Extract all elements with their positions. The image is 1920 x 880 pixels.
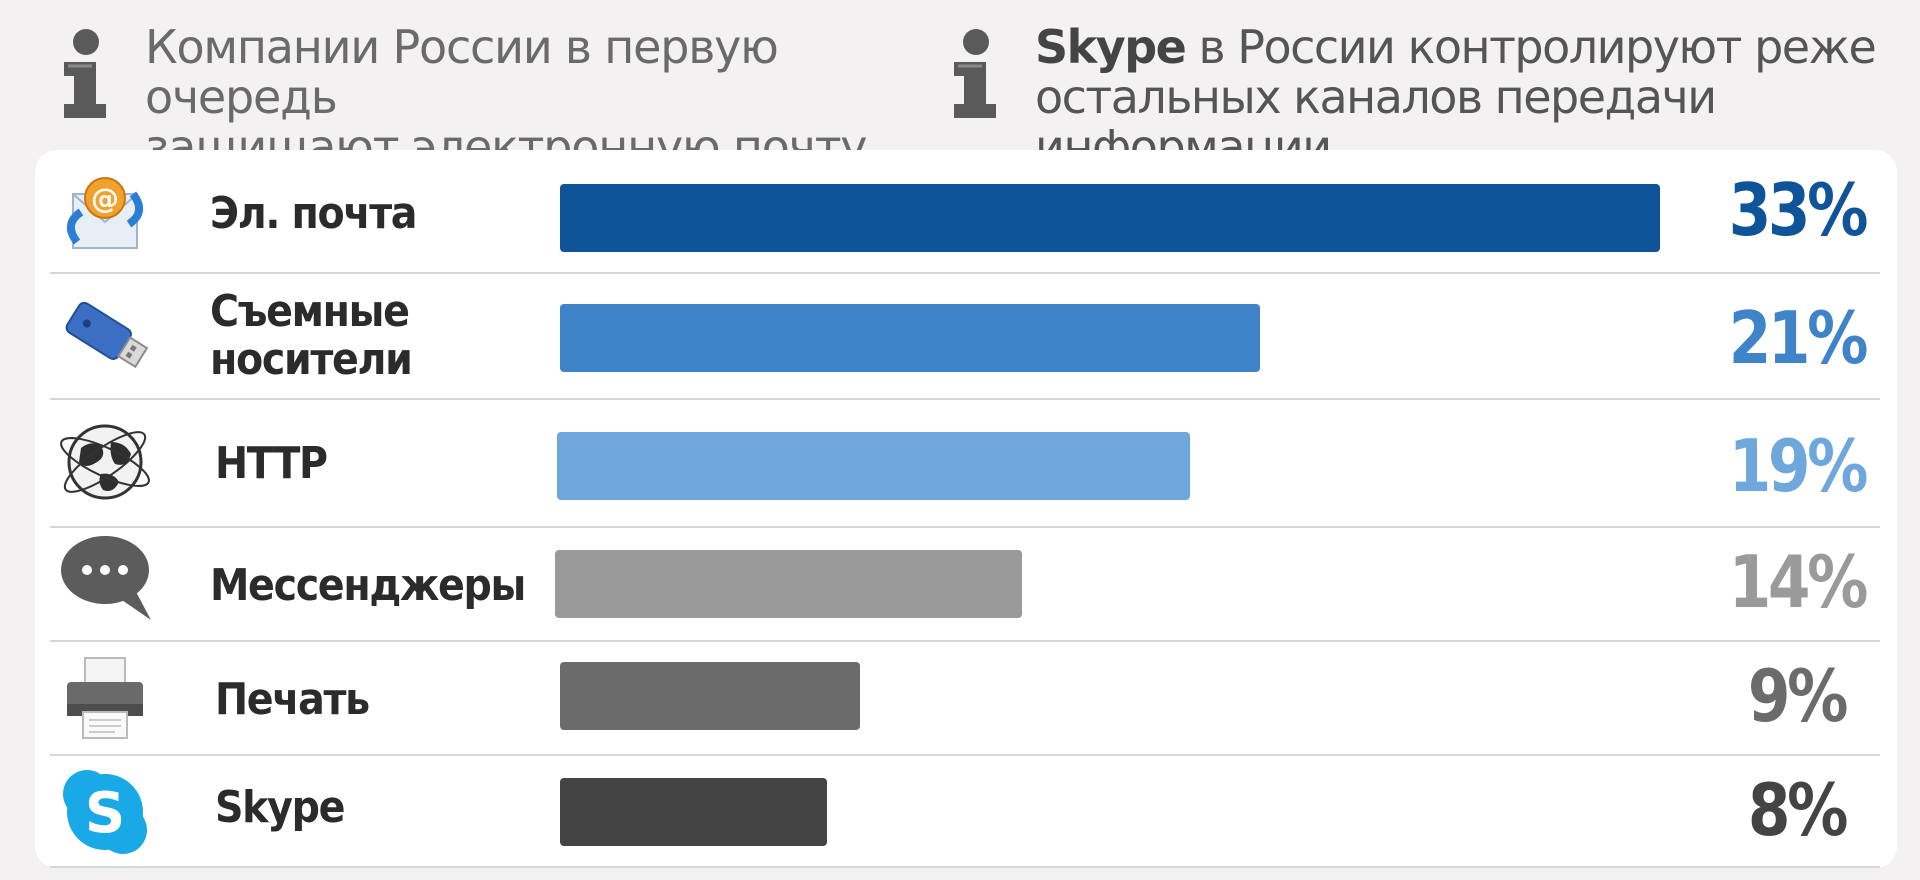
pct-label-removable-media: 21% bbox=[1728, 296, 1869, 380]
bar-track bbox=[560, 778, 1690, 848]
bar-track bbox=[557, 432, 1687, 502]
chart-row-removable-media: Съемные носители 21% bbox=[35, 274, 1875, 398]
bar-http bbox=[557, 432, 1190, 500]
usb-drive-icon bbox=[65, 301, 149, 369]
chat-bubble-icon bbox=[61, 536, 151, 620]
pct-label-http: 19% bbox=[1728, 424, 1869, 508]
info-icon bbox=[64, 29, 106, 118]
info-banner-left: Компании России в первую очередь защищаю… bbox=[50, 18, 900, 172]
info-banner-right: Skype в России контролируют реже остальн… bbox=[940, 18, 1900, 172]
row-divider bbox=[50, 526, 1880, 528]
bar-messengers bbox=[555, 550, 1022, 618]
row-label: Печать bbox=[215, 674, 370, 725]
bar-track bbox=[560, 304, 1690, 374]
bar-print bbox=[560, 662, 860, 730]
bar-email bbox=[560, 184, 1660, 252]
row-divider bbox=[50, 640, 1880, 642]
bar-track bbox=[560, 662, 1690, 732]
bar-track bbox=[555, 550, 1685, 620]
pct-label-messengers: 14% bbox=[1728, 540, 1869, 624]
row-divider bbox=[50, 866, 1880, 868]
bar-track bbox=[560, 184, 1690, 254]
chart-row-skype: S Skype 8% bbox=[35, 756, 1875, 866]
printer-icon bbox=[67, 657, 143, 739]
row-label: Мессенджеры bbox=[210, 560, 526, 611]
chart-row-http: HTTP 19% bbox=[35, 400, 1875, 526]
bar-removable-media bbox=[560, 304, 1260, 372]
row-label: HTTP bbox=[215, 438, 328, 489]
chart-panel: @ Эл. почта 33% Съемные носители bbox=[35, 150, 1897, 868]
svg-text:S: S bbox=[85, 781, 125, 846]
skype-icon: S bbox=[63, 770, 147, 854]
row-label: Эл. почта bbox=[210, 188, 418, 239]
row-divider bbox=[50, 398, 1880, 400]
info-icon bbox=[954, 29, 996, 118]
pct-label-email: 33% bbox=[1728, 168, 1869, 252]
pct-label-skype: 8% bbox=[1747, 768, 1849, 852]
chart-row-email: @ Эл. почта 33% bbox=[35, 156, 1875, 272]
bar-skype bbox=[560, 778, 827, 846]
chart-row-print: Печать 9% bbox=[35, 642, 1875, 754]
row-divider bbox=[50, 272, 1880, 274]
pct-label-print: 9% bbox=[1747, 654, 1849, 738]
row-label: Съемные носители bbox=[210, 286, 413, 385]
row-divider bbox=[50, 754, 1880, 756]
info-text-right: Skype в России контролируют реже остальн… bbox=[1035, 20, 1877, 174]
chart-row-messengers: Мессенджеры 14% bbox=[35, 528, 1875, 640]
email-icon: @ bbox=[67, 177, 143, 249]
globe-icon bbox=[60, 424, 150, 500]
svg-text:@: @ bbox=[91, 182, 119, 215]
row-label: Skype bbox=[215, 782, 345, 833]
